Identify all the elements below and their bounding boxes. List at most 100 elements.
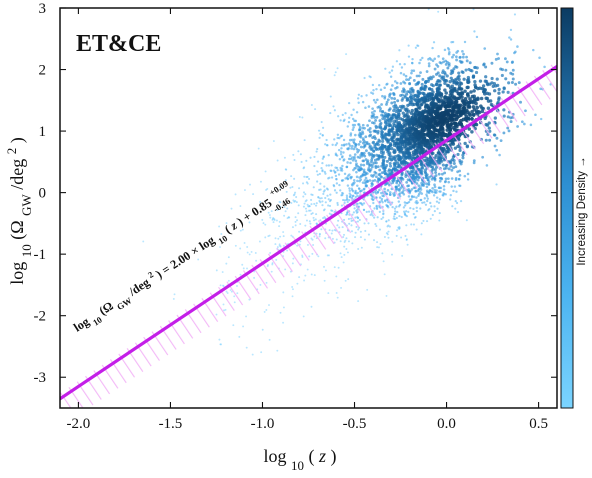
density-point — [389, 88, 393, 92]
density-point — [238, 335, 241, 338]
density-point — [438, 74, 442, 78]
density-point — [419, 71, 422, 75]
density-point — [450, 88, 455, 93]
density-point — [361, 123, 365, 127]
density-point — [344, 239, 347, 242]
density-point — [309, 209, 312, 212]
density-point — [328, 204, 332, 208]
density-point — [376, 216, 379, 219]
density-point — [382, 216, 385, 219]
density-point — [465, 55, 468, 59]
density-point — [423, 197, 427, 200]
density-point — [304, 274, 307, 277]
density-point — [443, 48, 447, 52]
density-point — [265, 309, 268, 311]
density-point — [405, 210, 408, 213]
density-point — [445, 128, 450, 132]
density-point — [329, 193, 332, 196]
density-point — [425, 220, 429, 223]
density-point — [342, 144, 346, 147]
y-tick-label-4: 1 — [39, 124, 47, 140]
density-point — [454, 99, 459, 104]
density-point — [314, 108, 317, 111]
density-point — [389, 117, 394, 121]
density-point — [417, 192, 421, 196]
density-point — [444, 180, 447, 183]
density-point — [397, 154, 401, 158]
density-point — [403, 81, 407, 85]
density-point — [412, 223, 415, 226]
density-point — [315, 150, 318, 153]
density-point — [359, 236, 362, 239]
density-point — [431, 75, 435, 79]
density-point — [492, 81, 497, 86]
density-point — [408, 82, 412, 86]
density-point — [383, 235, 386, 239]
density-point — [404, 141, 409, 146]
density-point — [313, 202, 316, 205]
density-point — [350, 138, 354, 142]
density-point — [344, 177, 347, 180]
density-point — [303, 139, 306, 142]
density-point — [321, 157, 324, 160]
density-point — [290, 175, 293, 178]
density-point — [509, 28, 513, 32]
density-point — [407, 78, 411, 81]
density-point — [351, 128, 355, 131]
density-point — [416, 119, 421, 124]
density-point — [278, 220, 281, 223]
density-point — [290, 202, 293, 205]
density-point — [390, 146, 394, 151]
density-point — [378, 119, 382, 123]
density-point — [421, 91, 425, 95]
density-point — [507, 129, 511, 133]
density-point — [459, 184, 462, 188]
density-point — [363, 76, 366, 80]
density-point — [249, 183, 251, 186]
density-point — [283, 214, 286, 217]
density-point — [337, 148, 341, 152]
density-point — [455, 190, 458, 193]
density-point — [346, 198, 349, 201]
density-point — [293, 177, 296, 180]
density-point — [390, 69, 394, 72]
density-point — [377, 246, 380, 249]
density-point — [286, 207, 289, 210]
density-point — [450, 84, 454, 88]
density-point — [505, 60, 509, 64]
density-point — [437, 106, 442, 111]
density-point — [429, 112, 433, 117]
density-point — [447, 104, 451, 109]
density-point — [429, 108, 433, 113]
y-tick-label-6: 3 — [39, 1, 47, 17]
density-point — [353, 123, 357, 127]
density-point — [368, 170, 372, 173]
density-point — [403, 201, 407, 204]
density-point — [438, 61, 442, 64]
density-point — [276, 209, 279, 212]
density-point — [442, 184, 446, 188]
density-point — [339, 252, 342, 255]
density-point — [426, 199, 429, 203]
density-point — [377, 154, 381, 158]
density-point — [449, 122, 454, 127]
density-point — [363, 140, 367, 144]
density-point — [315, 213, 318, 216]
density-point — [310, 103, 313, 106]
density-point — [441, 69, 445, 73]
density-point — [436, 71, 440, 75]
density-point — [282, 235, 285, 238]
density-point — [432, 41, 436, 44]
density-point — [333, 189, 337, 192]
density-point — [466, 80, 470, 84]
density-point — [433, 111, 438, 116]
density-point — [399, 135, 404, 139]
density-point — [419, 87, 423, 92]
density-point — [431, 139, 436, 144]
density-point — [380, 155, 384, 159]
density-point — [268, 234, 271, 237]
density-point — [389, 92, 392, 96]
density-point — [376, 246, 379, 249]
density-point — [245, 315, 248, 318]
density-point — [321, 134, 324, 137]
